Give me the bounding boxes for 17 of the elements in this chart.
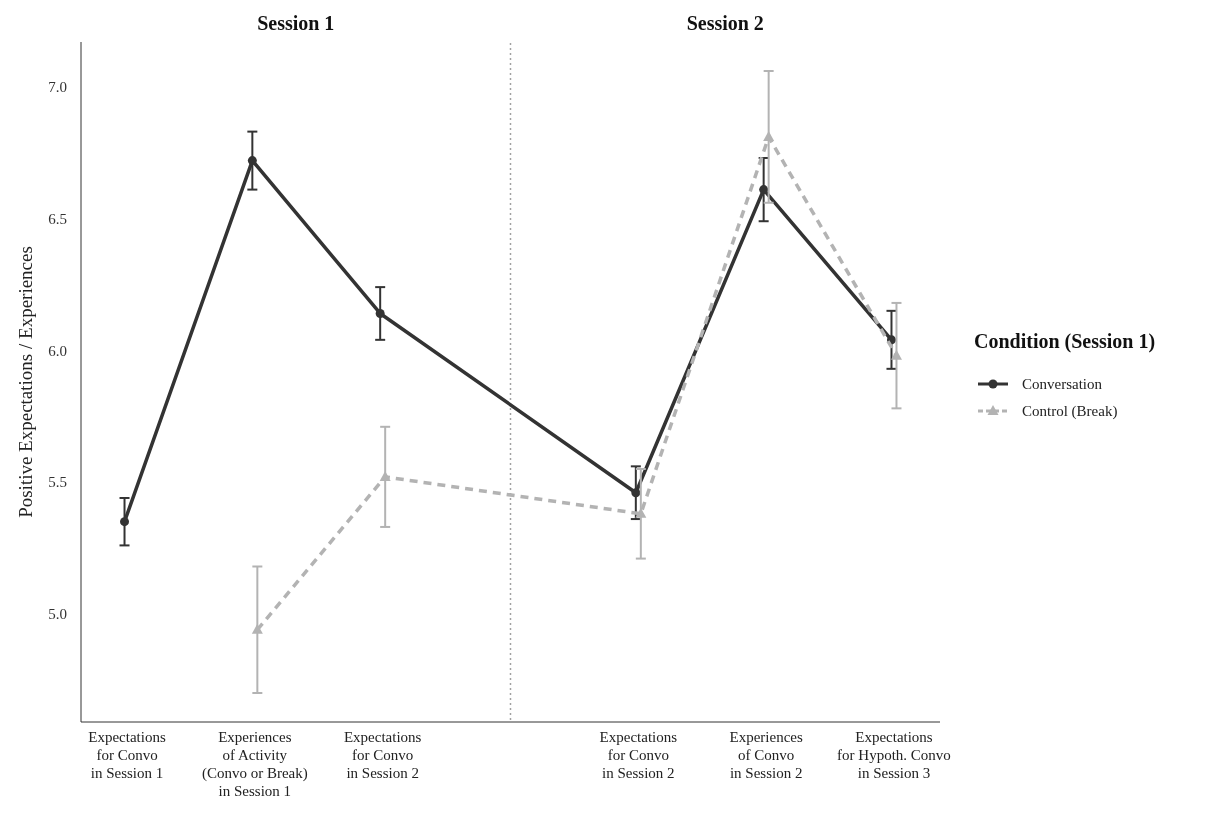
y-tick-label: 7.0	[48, 79, 67, 96]
x-tick-label: Expectations for Convo in Session 1	[88, 729, 166, 781]
legend-label: Control (Break)	[1022, 403, 1118, 421]
x-tick-label: Expectations for Convo in Session 2	[599, 729, 678, 781]
text: Session 1	[257, 12, 335, 34]
y-tick-label: 5.0	[48, 606, 67, 623]
y-tick-label: 6.5	[48, 210, 67, 227]
x-tick-label: Experiences of Activity (Convo or Break) in Session 1	[201, 729, 308, 799]
x-tick-label: Expectations for Hypoth. Convo in Session 3	[837, 729, 951, 781]
x-tick-label: Experiences of Convo in Session 2	[729, 729, 803, 781]
text: Session 2	[686, 12, 764, 34]
legend-title: Condition (Session 1)	[974, 330, 1156, 353]
y-tick-label: 6.0	[48, 342, 67, 359]
y-tick-label: 5.5	[48, 474, 67, 491]
y-axis-title: Positive Expectations / Experiences	[15, 246, 36, 518]
x-tick-label: Expectations for Convo in Session 2	[343, 729, 422, 781]
legend-label: Conversation	[1022, 376, 1103, 393]
